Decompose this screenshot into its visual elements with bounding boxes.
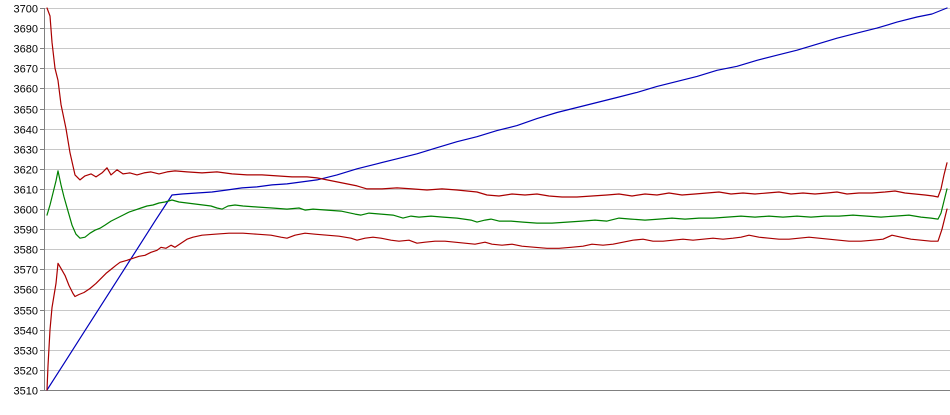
y-tick-label: 3560 [14,285,38,297]
y-tick-label: 3640 [14,125,38,137]
series-blue-rising-line [46,7,948,391]
y-tick-label: 3690 [14,24,38,36]
y-tick-label: 3530 [14,346,38,358]
y-tick-label: 3660 [14,84,38,96]
y-tick-label: 3630 [14,145,38,157]
y-tick-label: 3610 [14,185,38,197]
y-tick-label: 3680 [14,44,38,56]
y-tick-label: 3550 [14,306,38,318]
y-tick-label: 3650 [14,105,38,117]
y-tick-label: 3620 [14,165,38,177]
y-tick-label: 3600 [14,205,38,217]
y-tick-label: 3520 [14,366,38,378]
series-red-lower-band [46,208,948,391]
y-tick-label: 3590 [14,225,38,237]
y-tick-label: 3570 [14,265,38,277]
series-green-middle-line [46,170,948,239]
y-tick-label: 3510 [14,386,38,398]
series-red-upper-band [46,7,948,198]
y-tick-label: 3540 [14,326,38,338]
y-tick-label: 3580 [14,245,38,257]
y-tick-label: 3700 [14,4,38,16]
y-tick-label: 3670 [14,64,38,76]
